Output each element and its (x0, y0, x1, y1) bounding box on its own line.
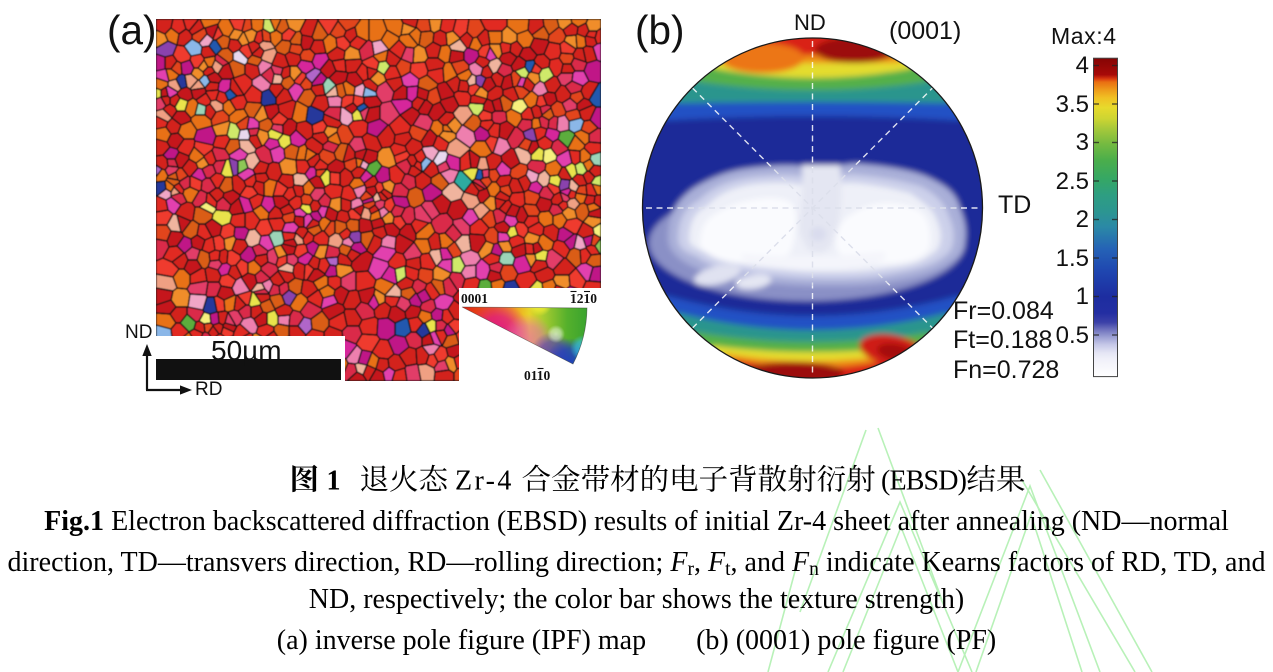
svg-text:1210: 1210 (570, 291, 597, 306)
svg-text:0001: 0001 (461, 291, 488, 306)
svg-text:Zr-4: Zr-4 (455, 466, 514, 497)
svg-text:0110: 0110 (524, 368, 551, 383)
svg-text:1: 1 (327, 466, 341, 497)
svg-text:(EBSD): (EBSD) (881, 466, 967, 497)
